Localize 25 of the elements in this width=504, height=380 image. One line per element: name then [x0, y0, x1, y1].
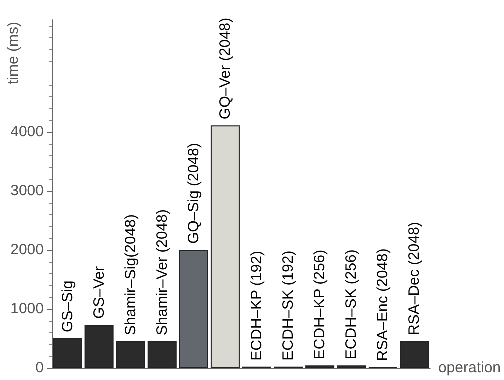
- x-tick-label: GQ–Ver (2048): [216, 18, 234, 120]
- x-tick-label: RSA–Enc (2048): [374, 248, 392, 362]
- y-tick-label: 1000: [10, 300, 44, 318]
- x-tick-label: ECDH–KP (256): [312, 250, 329, 360]
- bar: [84, 324, 114, 368]
- y-tick-label: 0: [36, 360, 44, 376]
- x-tick-label: GS–Sig: [59, 280, 76, 333]
- bar: [116, 341, 146, 368]
- x-tick-label: GS–Ver: [90, 266, 108, 319]
- bar: [400, 341, 430, 368]
- x-tick-label: GQ–Sig (2048): [185, 143, 202, 244]
- x-tick-label: Shamir–Ver (2048): [154, 210, 171, 336]
- bar: [210, 126, 240, 368]
- x-tick-label: ECDH–KP (192): [248, 251, 266, 361]
- bar: [148, 341, 177, 368]
- y-tick-label: 4000: [10, 124, 44, 141]
- x-axis-title: operation: [438, 360, 502, 376]
- x-tick-label: ECDH–SK (192): [280, 250, 298, 361]
- x-tick-label: RSA–Dec (2048): [406, 222, 424, 336]
- bar: [53, 338, 82, 368]
- y-axis-title: time (ms): [5, 22, 22, 84]
- y-tick-label: 2000: [10, 242, 44, 259]
- x-tick-label: Shamir–Sig(2048): [122, 214, 140, 336]
- x-tick-label: ECDH–SK (256): [343, 250, 360, 360]
- y-tick-label: 3000: [10, 182, 44, 200]
